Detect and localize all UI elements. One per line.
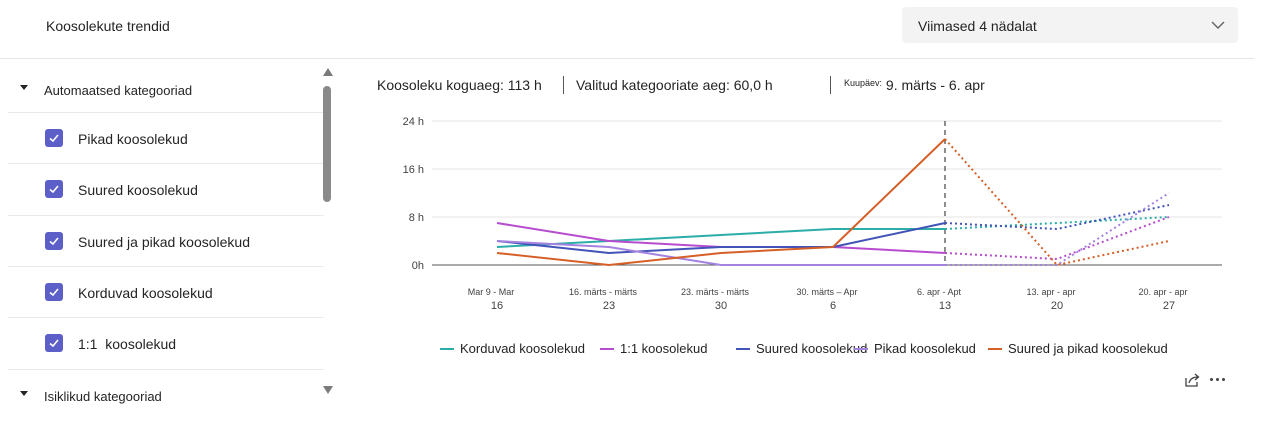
checkbox-recurring-meetings[interactable] xyxy=(45,283,63,301)
date-range-dropdown[interactable]: Viimased 4 nädalat xyxy=(902,7,1238,43)
x-tick-label: 16 xyxy=(491,300,503,312)
checkmark-icon xyxy=(49,339,59,348)
scroll-up-arrow-icon[interactable] xyxy=(323,68,333,76)
checkbox-one-on-one-meetings[interactable] xyxy=(45,334,63,352)
caret-down-icon xyxy=(20,85,28,90)
summary-divider xyxy=(830,76,831,94)
group-label: Isiklikud kategooriad xyxy=(44,389,162,404)
header-divider xyxy=(0,58,1254,59)
category-item-long[interactable]: Pikad koosolekud xyxy=(8,112,324,163)
date-label: Kuupäev: xyxy=(844,78,883,88)
checkbox-large-and-long-meetings[interactable] xyxy=(45,232,63,250)
checkbox-large-meetings[interactable] xyxy=(45,180,63,198)
x-tick-label: 16. märts - märts xyxy=(569,287,638,297)
chevron-down-icon xyxy=(1211,21,1225,29)
legend-swatch xyxy=(736,348,750,350)
category-sidebar: Automaatsed kategooriad Pikad koosolekud… xyxy=(0,62,340,404)
x-tick-label: 13 xyxy=(939,300,951,312)
date-range-summary: Kuupäev: 9. märts - 6. apr xyxy=(844,77,985,93)
x-tick-label: 30. märts – Apr xyxy=(796,287,857,297)
series-forecast-line xyxy=(944,216,1170,230)
checkbox-long-meetings[interactable] xyxy=(45,129,63,147)
tab-meeting-trends[interactable]: Koosolekute trendid xyxy=(46,18,170,34)
share-icon[interactable] xyxy=(1182,370,1202,390)
group-label: Automaatsed kategooriad xyxy=(44,83,193,98)
legend-label: Suured koosolekud xyxy=(756,341,868,356)
category-item-recurring[interactable]: Korduvad koosolekud xyxy=(8,266,324,317)
scroll-down-arrow-icon[interactable] xyxy=(323,386,333,394)
summary-divider xyxy=(563,76,564,94)
total-meeting-time: Koosoleku koguaeg: 113 h xyxy=(377,77,542,93)
selected-category-time: Valitud kategooriate aeg: 60,0 h xyxy=(576,77,773,93)
category-item-large-and-long[interactable]: Suured ja pikad koosolekud xyxy=(8,215,324,266)
legend-swatch xyxy=(854,348,868,350)
x-tick-label: 27 xyxy=(1163,300,1175,312)
category-item-one-on-one[interactable]: 1:1 koosolekud xyxy=(8,317,324,368)
series-forecast-line xyxy=(945,192,1170,266)
date-range-value: 9. märts - 6. apr xyxy=(885,77,985,93)
scroll-thumb[interactable] xyxy=(323,86,331,202)
checkmark-icon xyxy=(49,185,59,194)
x-tick-label: 6. apr - Apt xyxy=(917,287,962,297)
checkmark-icon xyxy=(49,237,59,246)
x-tick-label: 6 xyxy=(830,300,836,312)
group-personal-categories[interactable]: Isiklikud kategooriad xyxy=(8,369,324,404)
x-tick-label: 13. apr - apr xyxy=(1026,287,1075,297)
y-tick-label: 0h xyxy=(412,260,424,272)
x-tick-label: 30 xyxy=(715,300,727,312)
caret-down-icon xyxy=(20,391,28,396)
more-options-icon[interactable] xyxy=(1210,378,1230,384)
legend-label: Pikad koosolekud xyxy=(874,341,976,356)
category-label: Korduvad koosolekud xyxy=(78,285,213,301)
checkmark-icon xyxy=(49,288,59,297)
x-tick-label: 20. apr - apr xyxy=(1138,287,1187,297)
series-line xyxy=(496,228,945,248)
sidebar-scrollbar[interactable] xyxy=(318,62,338,404)
checkmark-icon xyxy=(49,134,59,143)
category-label: Suured koosolekud xyxy=(78,182,198,198)
date-range-dropdown-value: Viimased 4 nädalat xyxy=(918,18,1037,34)
y-tick-label: 16 h xyxy=(403,164,424,176)
legend-swatch xyxy=(600,348,614,350)
chart-actions xyxy=(1182,370,1232,390)
x-tick-label: Mar 9 - Mar xyxy=(468,287,515,297)
legend-swatch xyxy=(440,348,454,350)
category-label: 1:1 koosolekud xyxy=(78,336,177,352)
legend-swatch xyxy=(988,348,1002,350)
y-tick-label: 24 h xyxy=(403,116,424,128)
header: Koosolekute trendid Viimased 4 nädalat xyxy=(0,0,1262,60)
series-line xyxy=(496,240,945,266)
x-tick-label: 23 xyxy=(603,300,615,312)
legend-label: Korduvad koosolekud xyxy=(460,341,586,356)
x-tick-label: 23. märts - märts xyxy=(681,287,750,297)
legend-label: 1:1 koosolekud xyxy=(620,341,708,356)
series-forecast-line xyxy=(944,216,1170,261)
meeting-trends-chart: 24 h 16 h 8 h 0h Mar 9 - Mar 16 16. märts - mä… xyxy=(403,116,1222,312)
category-label: Pikad koosolekud xyxy=(78,131,188,147)
x-tick-label: 20 xyxy=(1051,300,1063,312)
series-line xyxy=(496,222,946,254)
series-line xyxy=(496,138,946,266)
series-forecast-line xyxy=(944,138,1170,267)
category-item-large[interactable]: Suured koosolekud xyxy=(8,163,324,214)
legend-label: Suured ja pikad koosolekud xyxy=(1008,341,1168,356)
category-label: Suured ja pikad koosolekud xyxy=(78,234,251,250)
group-automatic-categories[interactable]: Automaatsed kategooriad xyxy=(0,64,324,114)
y-tick-label: 8 h xyxy=(409,212,424,224)
